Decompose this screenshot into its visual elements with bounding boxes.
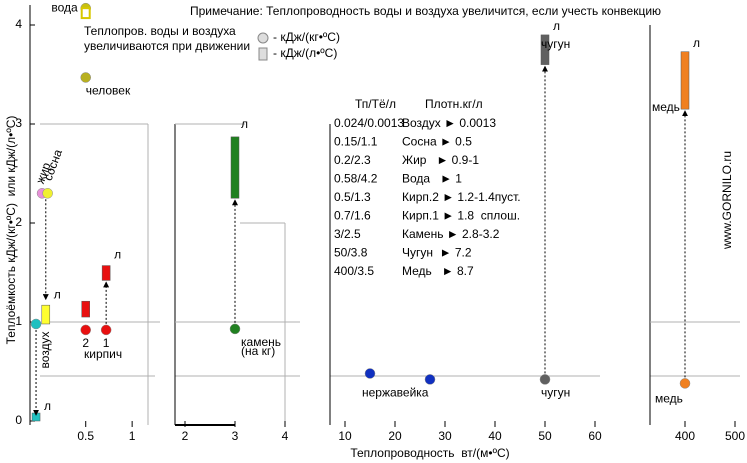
table-cell: Чугун ► 7.2	[402, 246, 472, 260]
table-cell: 0.7/1.6	[334, 209, 371, 223]
point-label: медь	[655, 392, 683, 406]
table-cell: 400/3.5	[334, 264, 374, 278]
legend-label: - кДж/(кг•ºC)	[273, 30, 340, 44]
point	[424, 374, 436, 385]
x-tick-label: 10	[338, 429, 352, 443]
y-tick-label: 3	[15, 116, 22, 130]
legend-label: - кДж/(л•ºC)	[273, 46, 337, 60]
table-cell: Камень ► 2.8-3.2	[402, 227, 500, 241]
point-label: сосна	[41, 147, 65, 182]
annotation: (на кг)	[241, 344, 275, 358]
table-cell: Медь ► 8.7	[402, 264, 474, 278]
y-tick-label: 1	[15, 314, 22, 328]
point-label: воздух	[38, 331, 52, 368]
table-header: Плотн.кг/л	[425, 97, 483, 111]
chart-title: Примечание: Теплопроводность воды и возд…	[190, 4, 661, 18]
annotation: увеличиваются при движении	[84, 39, 250, 53]
x-tick-label: 50	[538, 429, 552, 443]
x-tick-label: 3	[232, 429, 239, 443]
legend-marker	[258, 47, 268, 61]
table-header: Тп/Тё/л	[355, 97, 396, 111]
point	[100, 324, 112, 336]
point-label: человек	[86, 84, 131, 98]
point	[42, 188, 53, 199]
x-axis-label: Теплопроводность вт/(м•ºC)	[350, 446, 509, 460]
table-cell: Кирп.2 ► 1.2-1.4пуст.	[402, 190, 521, 204]
table-cell: Жир ► 0.9-1	[402, 153, 479, 167]
point	[80, 72, 91, 83]
annotation: кирпич	[84, 347, 122, 361]
point-label: л	[54, 287, 61, 301]
table-cell: Кирп.1 ► 1.8 сплош.	[402, 209, 520, 223]
table-cell: 3/2.5	[334, 227, 361, 241]
point-label: л	[553, 19, 560, 33]
point	[30, 318, 42, 330]
point-label: л	[241, 117, 248, 131]
point	[364, 368, 376, 379]
rect-point	[230, 136, 240, 199]
x-tick-label: 2	[182, 429, 189, 443]
x-tick-label: 500	[725, 429, 745, 443]
point-label: л	[693, 36, 700, 50]
point-label: вода	[51, 0, 78, 14]
point-label: чугун	[541, 386, 570, 400]
x-tick-label: 40	[488, 429, 502, 443]
point	[539, 374, 551, 385]
rect-point	[101, 265, 111, 281]
x-tick-label: 4	[282, 429, 289, 443]
table-cell: 50/3.8	[334, 246, 368, 260]
annotation: медь	[652, 100, 680, 114]
y-tick-label: 0	[15, 413, 22, 427]
decor	[29, 5, 740, 426]
point-label: л	[114, 248, 121, 262]
point-label: 2	[82, 336, 89, 350]
rect-point	[81, 300, 90, 318]
rect-point	[41, 304, 51, 325]
x-tick-label: 1	[129, 429, 136, 443]
rect-point	[80, 7, 91, 20]
annotation: чугун	[541, 37, 570, 51]
point-label: камень	[241, 335, 281, 349]
annotation: Теплопров. воды и воздуха	[84, 24, 236, 38]
point-label: нержавейка	[362, 386, 429, 400]
x-tick-label: 0.5	[77, 429, 94, 443]
legend-marker	[257, 32, 269, 44]
rect-point	[540, 34, 550, 65]
x-tick-label: 400	[675, 429, 695, 443]
y-axis-label: Теплоёмкость кДж/(кг•ºC) или кДж/(л•ºC)	[4, 116, 18, 345]
table-cell: Сосна ► 0.5	[402, 135, 472, 149]
x-tick-label: 30	[438, 429, 452, 443]
point	[80, 324, 91, 336]
x-tick-label: 60	[588, 429, 602, 443]
table-cell: Вода ► 1	[402, 172, 462, 186]
table-cell: 0.5/1.3	[334, 190, 371, 204]
table-cell: Воздух ► 0.0013	[402, 116, 496, 130]
table-cell: 0.58/4.2	[334, 172, 378, 186]
point	[229, 323, 241, 335]
y-tick-label: 4	[15, 17, 22, 31]
point-label: жир	[33, 160, 54, 185]
annotation: www.GORNILO.ru	[720, 151, 734, 250]
table-cell: 0.024/0.0013	[334, 116, 404, 130]
table-cell: 0.15/1.1	[334, 135, 378, 149]
y-tick-label: 2	[15, 215, 22, 229]
table-cell: 0.2/2.3	[334, 153, 371, 167]
point	[679, 378, 691, 389]
x-tick-label: 20	[388, 429, 402, 443]
point-label: л	[44, 399, 51, 413]
rect-point	[680, 51, 690, 110]
point-label: 1	[103, 336, 110, 350]
